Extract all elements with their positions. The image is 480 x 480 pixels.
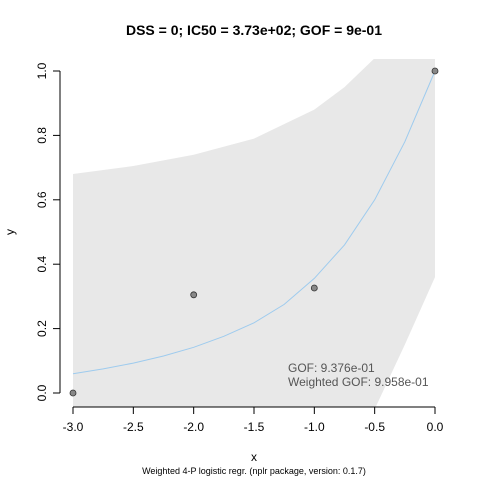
y-tick-label-1: 0.2 bbox=[35, 320, 49, 337]
weighted-gof-annotation: Weighted GOF: 9.958e-01 bbox=[288, 375, 429, 389]
y-tick-label-4: 0.8 bbox=[35, 127, 49, 144]
confidence-band bbox=[73, 59, 435, 407]
x-tick-label-1: -2.5 bbox=[123, 420, 144, 434]
x-axis: -3.0 -2.5 -2.0 -1.5 -1.0 -0.5 0.0 bbox=[63, 406, 444, 434]
x-tick-label-6: 0.0 bbox=[427, 420, 444, 434]
x-tick-label-3: -1.5 bbox=[244, 420, 265, 434]
x-tick-label-0: -3.0 bbox=[63, 420, 84, 434]
x-axis-label: x bbox=[251, 450, 257, 464]
y-tick-label-0: 0.0 bbox=[35, 384, 49, 401]
data-point-3 bbox=[431, 67, 439, 75]
chart-title: DSS = 0; IC50 = 3.73e+02; GOF = 9e-01 bbox=[126, 22, 382, 38]
fit-curve bbox=[72, 70, 436, 375]
y-axis: 0.0 0.2 0.4 0.6 0.8 1.0 bbox=[35, 62, 61, 401]
y-tick-label-3: 0.6 bbox=[35, 191, 49, 208]
x-tick-label-2: -2.0 bbox=[183, 420, 204, 434]
y-axis-label: y bbox=[3, 229, 17, 235]
gof-annotation: GOF: 9.376e-01 bbox=[288, 361, 375, 375]
data-point-0 bbox=[69, 389, 77, 397]
data-points bbox=[69, 67, 439, 397]
data-point-2 bbox=[310, 284, 318, 292]
x-tick-label-4: -1.0 bbox=[304, 420, 325, 434]
chart-footer: Weighted 4-P logistic regr. (nplr packag… bbox=[142, 466, 366, 476]
x-tick-label-5: -0.5 bbox=[364, 420, 385, 434]
y-tick-label-2: 0.4 bbox=[35, 256, 49, 273]
y-tick-label-5: 1.0 bbox=[35, 62, 49, 79]
data-point-1 bbox=[190, 291, 198, 299]
